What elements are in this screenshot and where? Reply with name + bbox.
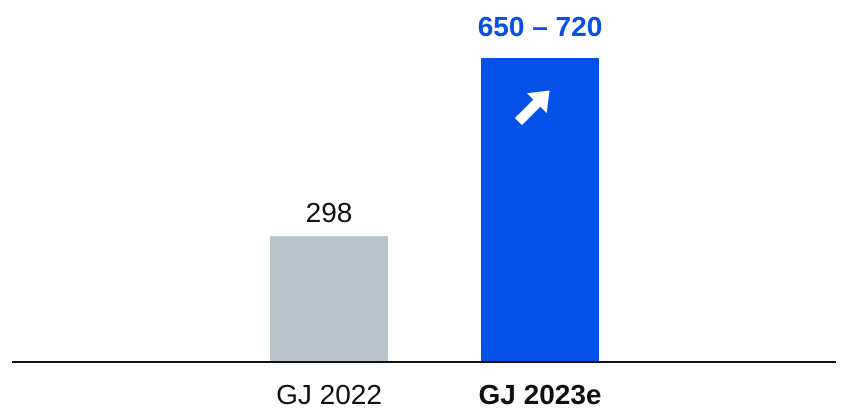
bar-2 bbox=[481, 58, 599, 362]
bars-group bbox=[270, 58, 599, 362]
bar-value-label-2: 650 – 720 bbox=[478, 11, 603, 42]
category-label-2: GJ 2023e bbox=[479, 379, 602, 410]
bar-value-label-1: 298 bbox=[306, 197, 353, 228]
category-label-1: GJ 2022 bbox=[276, 379, 382, 410]
value-labels-group: 298 650 – 720 bbox=[306, 11, 603, 228]
up-arrow-icon bbox=[514, 90, 550, 126]
bar-1 bbox=[270, 236, 388, 362]
category-labels-group: GJ 2022 GJ 2023e bbox=[276, 379, 601, 410]
